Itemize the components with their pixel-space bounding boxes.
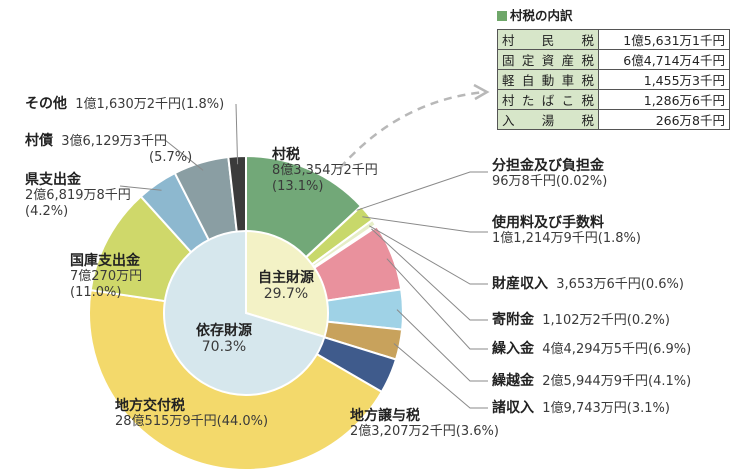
- table-row: 村民税 1億5,631万1千円: [497, 29, 730, 50]
- leader-line: [119, 185, 162, 191]
- table-row: 固定資産税 6億4,714万4千円: [497, 49, 730, 70]
- row-label: 村民税: [497, 29, 599, 50]
- leader-line: [235, 103, 239, 165]
- table-row: 軽自動車税 1,455万3千円: [497, 69, 730, 90]
- label-sonzei: 村税 8億3,354万2千円 (13.1%): [272, 147, 378, 194]
- label-kokko: 国庫支出金 7億270万円 (11.0%): [70, 253, 143, 300]
- callout-arrow: [339, 90, 486, 169]
- row-value: 1,286万6千円: [598, 89, 730, 110]
- label-sonota: その他 1億1,630万2千円(1.8%): [25, 96, 225, 112]
- row-label: 入湯税: [497, 109, 599, 130]
- inner-label-izon: 依存財源 70.3%: [196, 323, 252, 355]
- label-shiyoryo: 使用料及び手数料 1億1,214万9千円(1.8%): [492, 215, 641, 246]
- leader-line: [164, 139, 204, 171]
- label-zaisan: 財産収入 3,653万6千円(0.6%): [492, 276, 684, 292]
- legend-square-icon: [497, 11, 507, 21]
- row-value: 1億5,631万1千円: [598, 29, 730, 50]
- inner-label-jishu: 自主財源 29.7%: [258, 270, 314, 302]
- inner-slice-0: [245, 229, 329, 339]
- leader-line: [396, 309, 488, 382]
- label-shoshunyu: 諸収入 1億9,743万円(3.1%): [492, 400, 670, 416]
- inner-slice-1: [163, 229, 326, 396]
- callout-arrowhead: [473, 83, 490, 101]
- row-value: 6億4,714万4千円: [598, 49, 730, 70]
- breakdown-title: 村税の内訳: [497, 8, 730, 24]
- row-label: 軽自動車税: [497, 69, 599, 90]
- table-row: 入湯税 266万8千円: [497, 109, 730, 130]
- label-ken: 県支出金 2億6,819万8千円 (4.2%): [25, 172, 131, 219]
- leader-line: [371, 228, 488, 321]
- row-label: 固定資産税: [497, 49, 599, 70]
- leader-line: [393, 343, 488, 409]
- label-kifukin: 寄附金 1,102万2千円(0.2%): [492, 312, 670, 328]
- leader-line: [386, 258, 488, 350]
- table-row: 村たばこ税 1,286万6千円: [497, 89, 730, 110]
- label-koufuzei: 地方交付税 28億515万9千円(44.0%): [115, 398, 269, 429]
- label-sonsai: 村債 3億6,129万3千円 (5.7%): [25, 133, 193, 165]
- leader-line: [362, 216, 488, 233]
- row-label: 村たばこ税: [497, 89, 599, 110]
- leader-line: [356, 171, 488, 211]
- village-tax-breakdown: 村税の内訳 村民税 1億5,631万1千円 固定資産税 6億4,714万4千円 軽自…: [497, 8, 730, 130]
- breakdown-table: 村民税 1億5,631万1千円 固定資産税 6億4,714万4千円 軽自動車税 1,4…: [497, 29, 730, 130]
- leader-line: [369, 225, 488, 285]
- label-buntankin: 分担金及び負担金 96万8千円(0.02%): [492, 158, 608, 189]
- label-kurirekin: 繰入金 4億4,294万5千円(6.9%): [492, 341, 692, 357]
- row-value: 1,455万3千円: [598, 69, 730, 90]
- row-value: 266万8千円: [598, 109, 730, 130]
- label-jouyozei: 地方譲与税 2億3,207万2千円(3.6%): [350, 408, 499, 439]
- label-kurikoshi: 繰越金 2億5,944万9千円(4.1%): [492, 373, 692, 389]
